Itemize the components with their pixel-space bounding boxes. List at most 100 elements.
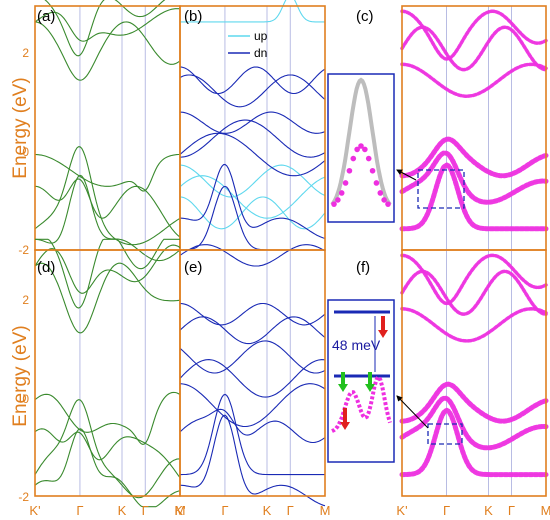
panel-label-d: (d) [37,259,55,276]
y-tick-label: 0 [22,392,29,406]
band-line [180,393,325,476]
x-tick-label: Γ [508,503,515,518]
y-tick-label: 2 [22,46,29,60]
legend-label-up: up [254,29,268,43]
y-ticks-bottom: 2 0 -2 [18,293,29,504]
band-line [34,244,181,294]
band-line-up [179,164,326,198]
inset-dot [354,146,360,153]
panel-f [399,249,549,497]
band-line [179,302,326,326]
y-tick-label: -2 [18,243,29,257]
band-line [34,399,180,499]
band-line [179,316,326,345]
spin-up-arrow [338,372,348,392]
fat-band [400,253,548,306]
y-tick-label: 2 [22,293,29,307]
panel-label-b: (b) [184,8,202,25]
x-tick-label: Γ [221,503,228,518]
x-tick-label: Γ [142,503,149,518]
panel-label-c: (c) [356,8,374,25]
inset-dot [338,190,345,196]
band-line [179,359,326,398]
annotation-48-mev: 48 meV [332,337,381,353]
band-line-grey [402,383,547,422]
inset-dot [346,167,353,174]
band-line-dn [179,66,326,95]
fat-band [400,62,548,98]
band-line-dn [180,185,325,251]
legend-b: up dn [228,29,268,60]
band-line-grey [401,63,547,97]
zoom-box-f [427,423,463,445]
panel-label-a: (a) [37,8,55,25]
inset-dot [335,197,341,203]
x-tick-label: K' [174,503,185,518]
fat-band [399,150,549,205]
x-tick-label: K' [29,503,40,518]
band-line [179,383,326,428]
x-tick-label: Γ [443,503,450,518]
fat-band [399,162,549,232]
inset-f: 48 meV [327,299,395,463]
fat-band [399,136,549,179]
y-tick-label: 0 [22,145,29,159]
inset-c-content [330,77,392,207]
band-line-dn [179,119,326,158]
fat-band [399,381,549,424]
fat-band [400,307,548,343]
inset-dot [358,143,364,149]
fat-band [400,25,548,72]
inset-dot [369,167,376,174]
band-line-up [180,0,325,23]
inset-dot [342,180,349,186]
panel-e [179,244,326,507]
inset-fat-band [331,373,392,433]
panel-b [179,0,326,251]
band-line-dn [179,111,326,134]
band-line [179,408,326,444]
band-line [35,238,180,309]
band-line-up [179,175,326,219]
panel-label-e: (e) [184,259,202,276]
x-tick-label: K [484,503,493,518]
spin-down-arrow [340,408,350,430]
panel-d [34,238,181,508]
band-line [179,340,326,374]
legend-label-dn: dn [254,46,267,60]
pointer-arrow-c [396,169,417,181]
inset-c [327,73,395,223]
x-tick-labels: K' Γ K Γ MK' Γ K Γ M K' Γ K Γ M [29,503,550,518]
x-tick-label: M [175,503,186,518]
x-tick-label: M [541,503,550,518]
spin-down-arrow [378,316,388,338]
inset-dot [331,201,337,207]
band-line [34,178,181,238]
panel-c [399,5,549,251]
band-line [34,153,180,192]
band-line [180,414,326,507]
y-axis-title-top: Energy (eV) [10,77,31,178]
fat-band [399,407,549,478]
y-ticks-top: 2 0 -2 [18,46,29,257]
inset-dot [377,190,384,196]
inset-dot [385,201,391,207]
zoom-box-c [417,169,465,209]
band-line [44,0,166,57]
panel-label-f: (f) [356,259,370,276]
band-line [34,428,181,479]
x-tick-label: Γ [287,503,294,518]
inset-f-content [331,310,392,433]
band-line-dn [179,163,326,239]
y-axis-title-bottom: Energy (eV) [10,325,31,426]
band-line-dn [179,74,326,108]
band-line-dn [179,132,326,177]
panel-a [34,0,181,262]
pointer-arrow-f [396,395,429,429]
x-tick-label: Γ [76,503,83,518]
band-line [179,244,326,267]
fat-band [399,395,549,451]
band-line [34,8,181,42]
inset-dot [365,155,372,162]
